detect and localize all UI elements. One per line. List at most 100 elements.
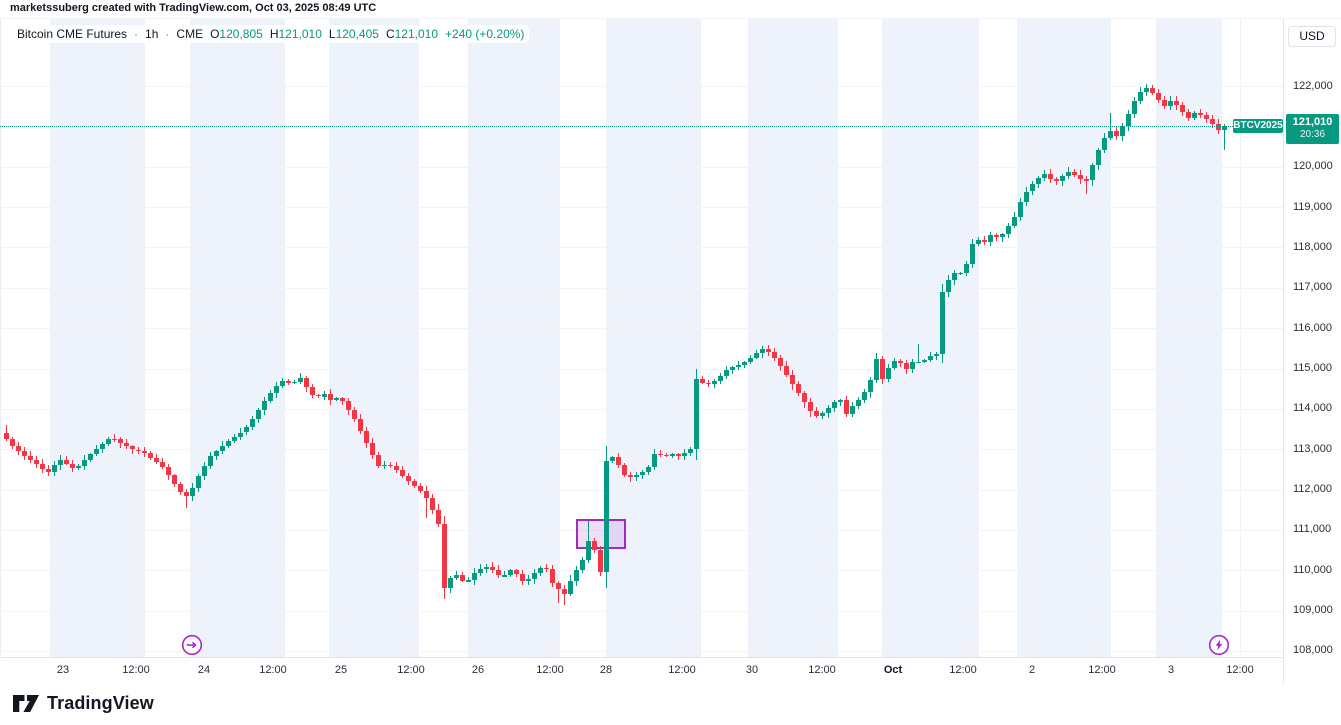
candle-body: [1114, 131, 1119, 136]
grid-line-horizontal: [0, 530, 1283, 531]
time-tick-label: 24: [197, 664, 211, 676]
grid-line-vertical: [1032, 19, 1033, 657]
candle-body: [88, 454, 93, 460]
candle-body: [568, 581, 573, 594]
candle-body: [760, 349, 765, 354]
candle-wick: [504, 570, 505, 578]
chart-legend[interactable]: Bitcoin CME Futures · 1h · CME O120,805 H…: [12, 25, 530, 43]
grid-line-horizontal: [0, 247, 1283, 248]
candle-body: [808, 402, 813, 412]
candle-wick: [132, 444, 133, 454]
price-tick-label: 118,000: [1293, 240, 1332, 253]
candle-body: [1006, 225, 1011, 235]
grid-line-horizontal: [0, 611, 1283, 612]
candle-body: [490, 566, 495, 570]
candle-body: [598, 550, 603, 573]
candle-body: [1066, 171, 1071, 177]
session-band: [468, 19, 560, 657]
candle-body: [1126, 113, 1131, 127]
chart-pane[interactable]: [0, 19, 1283, 657]
candle-body: [442, 523, 447, 589]
time-tick-label: 12:00: [1088, 664, 1116, 676]
candle-body: [616, 457, 621, 466]
time-tick-label: 30: [745, 664, 759, 676]
candle-body: [964, 263, 969, 273]
grid-line-vertical: [341, 19, 342, 657]
candle-body: [1048, 173, 1053, 180]
price-tick-label: 109,000: [1293, 604, 1333, 617]
price-tick-label: 111,000: [1293, 523, 1332, 536]
candle-body: [574, 569, 579, 581]
candle-body: [4, 433, 9, 440]
price-axis[interactable]: 121,010 20:36 122,000 120,000 119,000 118,0…: [1283, 19, 1341, 683]
candle-body: [286, 381, 291, 384]
candle-body: [232, 436, 237, 441]
candle-body: [544, 567, 549, 570]
session-band: [748, 19, 838, 657]
lightning-circle-icon[interactable]: [1208, 634, 1230, 656]
candle-body: [406, 476, 411, 482]
time-tick-label: 12:00: [122, 664, 150, 676]
candle-body: [130, 446, 135, 450]
candle-body: [10, 439, 15, 447]
candle-body: [538, 567, 543, 574]
currency-toggle-button[interactable]: USD: [1288, 26, 1336, 47]
arrow-right-circle-icon[interactable]: [181, 634, 203, 656]
candle-body: [184, 491, 189, 497]
session-band: [50, 19, 145, 657]
candle-body: [124, 442, 129, 447]
legend-ohlc-pair: L120,405: [328, 27, 379, 41]
candle-body: [502, 575, 507, 577]
chart-widget: Bitcoin CME Futures · 1h · CME O120,805 H…: [0, 18, 1341, 684]
candle-body: [208, 456, 213, 466]
candle-body: [394, 465, 399, 471]
price-line-symbol-badge[interactable]: BTCV2025: [1233, 119, 1283, 134]
candle-body: [334, 398, 339, 400]
candle-body: [1168, 100, 1173, 106]
candle-body: [580, 559, 585, 570]
candle-body: [190, 487, 195, 497]
candle-body: [1036, 178, 1041, 184]
legend-exchange: CME: [176, 27, 204, 41]
last-price-axis-badge[interactable]: 121,010 20:36: [1286, 114, 1339, 145]
candle-body: [1204, 114, 1209, 119]
grid-line-vertical: [550, 19, 551, 657]
time-tick-label: 28: [599, 664, 613, 676]
time-tick-label: 25: [334, 664, 348, 676]
candle-body: [1192, 113, 1197, 118]
candle-body: [634, 474, 639, 478]
candle-body: [940, 291, 945, 355]
candle-body: [610, 457, 615, 462]
time-axis[interactable]: 23 12:00 24 12:00 25 12:00 26 12:00 28 12:00 30 12:…: [0, 657, 1283, 684]
candle-body: [76, 465, 81, 468]
tradingview-logo-icon[interactable]: [12, 694, 40, 713]
candle-body: [454, 574, 459, 579]
candle-body: [1018, 201, 1023, 217]
candle-body: [676, 454, 681, 457]
candle-body: [844, 399, 849, 414]
candle-body: [1030, 183, 1035, 192]
candle-wick: [564, 585, 565, 605]
legend-interval[interactable]: 1h: [145, 27, 159, 41]
candle-body: [328, 393, 333, 400]
candle-body: [202, 465, 207, 476]
candle-body: [1060, 176, 1065, 181]
candle-body: [274, 385, 279, 393]
grid-line-horizontal: [0, 490, 1283, 491]
candle-body: [418, 485, 423, 491]
candle-body: [1072, 171, 1077, 175]
candle-body: [424, 490, 429, 499]
footer: TradingView: [0, 682, 1341, 725]
drawing-rectangle[interactable]: [576, 519, 626, 549]
candle-body: [592, 541, 597, 551]
candle-body: [262, 401, 267, 411]
candle-body: [172, 475, 177, 484]
candle-body: [706, 382, 711, 385]
grid-line-horizontal: [0, 86, 1283, 87]
candle-body: [100, 444, 105, 450]
legend-ohlc-pair: H121,010: [269, 27, 322, 41]
legend-symbol[interactable]: Bitcoin CME Futures: [17, 27, 128, 41]
time-tick-label: 12:00: [808, 664, 836, 676]
candle-body: [46, 469, 51, 473]
tradingview-brand-text[interactable]: TradingView: [47, 693, 154, 713]
